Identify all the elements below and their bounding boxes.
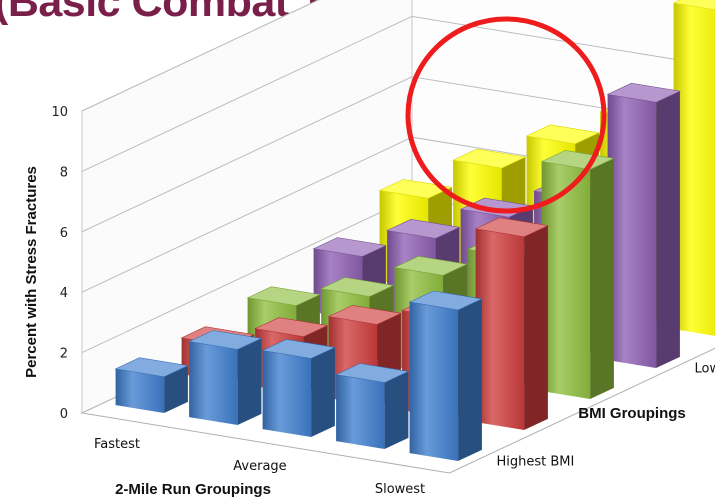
labels: 0 2 4 6 8 10 Fastest Average Slowest Highest BMI L… (51, 105, 715, 497)
y-axis-title: Percent with Stress Fractures (23, 166, 40, 378)
bars (114, 0, 715, 461)
y-tick-label: 2 (60, 347, 68, 362)
bar (188, 330, 263, 425)
bar (261, 339, 336, 437)
y-tick-label: 6 (60, 226, 68, 241)
gridline (81, 0, 715, 112)
bar (408, 290, 483, 461)
bar (540, 150, 615, 399)
bar (114, 357, 189, 413)
bar (672, 0, 715, 336)
y-tick-label: 8 (60, 165, 68, 180)
x-category-label: Slowest (375, 482, 425, 497)
bar (606, 82, 681, 369)
depth-category-label: Highest BMI (497, 455, 575, 470)
y-tick-label: 4 (60, 286, 68, 301)
gridline (81, 15, 715, 172)
bar (474, 217, 549, 430)
x-category-label: Fastest (94, 437, 140, 452)
y-tick-label: 10 (51, 105, 68, 120)
y-tick-label: 0 (60, 407, 68, 422)
x-category-label: Average (233, 459, 286, 474)
depth-category-label: Lowest BMI (695, 362, 715, 377)
highlight-circle (405, 16, 607, 214)
x-axis-title: 2-Mile Run Groupings (115, 481, 271, 498)
bar (335, 363, 410, 449)
z-axis-title: BMI Groupings (578, 405, 686, 422)
